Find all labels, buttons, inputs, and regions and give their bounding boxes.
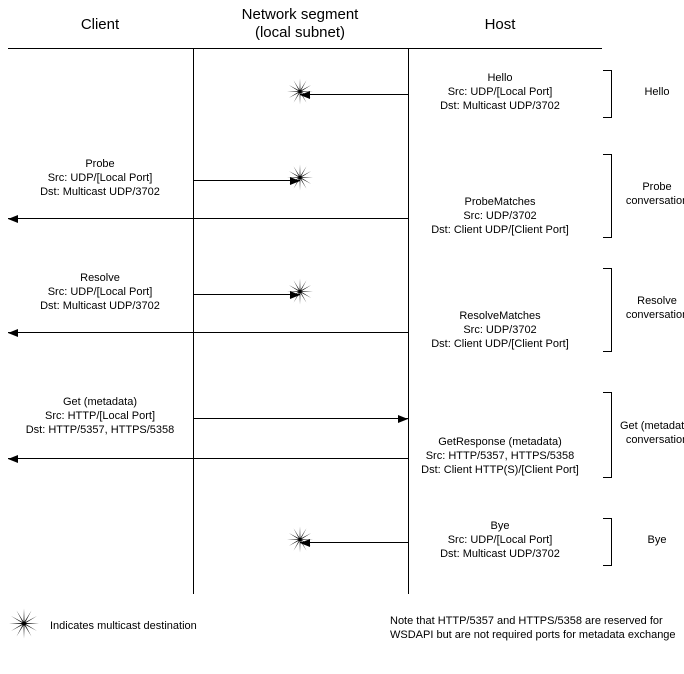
message-text: ProbeSrc: UDP/[Local Port]Dst: Multicast… <box>5 158 195 199</box>
message-arrow <box>193 294 300 295</box>
group-label: Hello <box>617 86 684 100</box>
message-text: Get (metadata)Src: HTTP/[Local Port]Dst:… <box>5 396 195 437</box>
multicast-star-icon <box>287 79 313 110</box>
legend-star-icon <box>9 609 39 644</box>
group-bracket <box>603 268 612 352</box>
message-text: GetResponse (metadata)Src: HTTP/5357, HT… <box>405 436 595 477</box>
message-text: ProbeMatchesSrc: UDP/3702Dst: Client UDP… <box>405 196 595 237</box>
sequence-diagram: Client Network segment(local subnet) Host H… <box>0 0 684 674</box>
message-text: ResolveMatchesSrc: UDP/3702Dst: Client U… <box>405 310 595 351</box>
message-arrow <box>193 418 408 419</box>
multicast-star-icon <box>287 527 313 558</box>
column-header-client: Client <box>40 16 160 34</box>
message-text: ByeSrc: UDP/[Local Port]Dst: Multicast U… <box>405 520 595 561</box>
group-label: Probeconversation <box>617 181 684 209</box>
group-bracket <box>603 518 612 566</box>
message-arrow <box>8 458 408 459</box>
header-separator <box>8 48 602 49</box>
message-arrow <box>300 94 408 95</box>
multicast-star-icon <box>287 279 313 310</box>
column-header-host: Host <box>440 16 560 34</box>
message-arrow <box>8 218 408 219</box>
message-arrow <box>193 180 300 181</box>
message-arrow <box>8 332 408 333</box>
message-arrow <box>300 542 408 543</box>
multicast-star-icon <box>287 165 313 196</box>
group-label: Get (metadata)conversation <box>617 420 684 448</box>
legend-text: Indicates multicast destination <box>50 620 197 632</box>
message-text: HelloSrc: UDP/[Local Port]Dst: Multicast… <box>405 72 595 113</box>
group-bracket <box>603 70 612 118</box>
segment-left-line <box>193 48 194 594</box>
group-bracket <box>603 154 612 238</box>
footnote-text: Note that HTTP/5357 and HTTPS/5358 are r… <box>390 614 676 643</box>
message-text: ResolveSrc: UDP/[Local Port]Dst: Multica… <box>5 272 195 313</box>
group-label: Resolveconversation <box>617 295 684 323</box>
column-header-network: Network segment(local subnet) <box>210 6 390 42</box>
group-bracket <box>603 392 612 478</box>
group-label: Bye <box>617 534 684 548</box>
